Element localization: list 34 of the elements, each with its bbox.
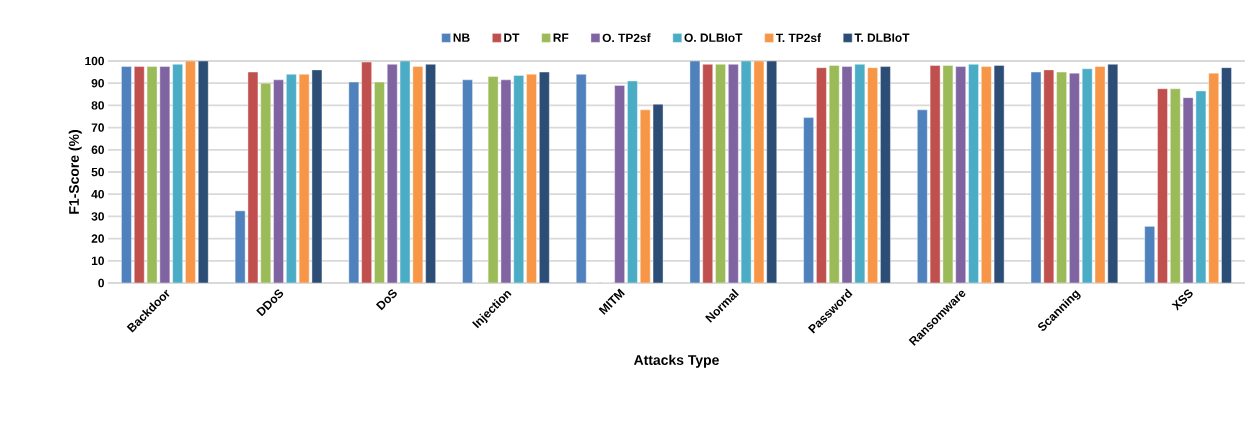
legend-label: O. TP2sf bbox=[602, 33, 651, 43]
y-tick-label: 70 bbox=[91, 123, 104, 132]
bar bbox=[462, 79, 473, 283]
bar bbox=[1144, 226, 1155, 283]
y-tick-label: 40 bbox=[91, 189, 104, 199]
legend-label: T. TP2sf bbox=[775, 33, 822, 43]
y-tick-label: 90 bbox=[91, 78, 104, 88]
legend-label: NB bbox=[453, 33, 470, 42]
bar bbox=[867, 67, 878, 283]
bar bbox=[803, 117, 814, 283]
bar bbox=[198, 61, 209, 283]
y-tick-label: 0 bbox=[98, 278, 104, 288]
y-tick-label: 80 bbox=[91, 101, 104, 110]
bar bbox=[880, 66, 891, 283]
legend-label: T. DLBIoT bbox=[854, 33, 910, 42]
y-tick-label: 30 bbox=[91, 212, 104, 221]
legend-label: DT bbox=[504, 33, 520, 42]
legend-label: O. DLBIoT bbox=[684, 33, 743, 42]
y-axis-title: F1-Score (%) bbox=[68, 130, 82, 214]
bar bbox=[185, 61, 196, 283]
y-tick-label: 10 bbox=[91, 256, 104, 266]
bar bbox=[348, 81, 360, 283]
legend-label: RF bbox=[553, 33, 569, 42]
bar bbox=[121, 66, 132, 283]
bar bbox=[539, 71, 550, 283]
y-tick-label: 20 bbox=[91, 234, 104, 243]
bar bbox=[425, 64, 436, 283]
bar bbox=[526, 74, 537, 283]
bar bbox=[576, 74, 587, 283]
x-axis-title: Attacks Type bbox=[633, 354, 719, 368]
y-tick-label: 100 bbox=[85, 56, 104, 66]
bar bbox=[1221, 67, 1232, 283]
y-tick-label: 60 bbox=[91, 145, 104, 155]
y-tick-label: 50 bbox=[91, 167, 104, 177]
